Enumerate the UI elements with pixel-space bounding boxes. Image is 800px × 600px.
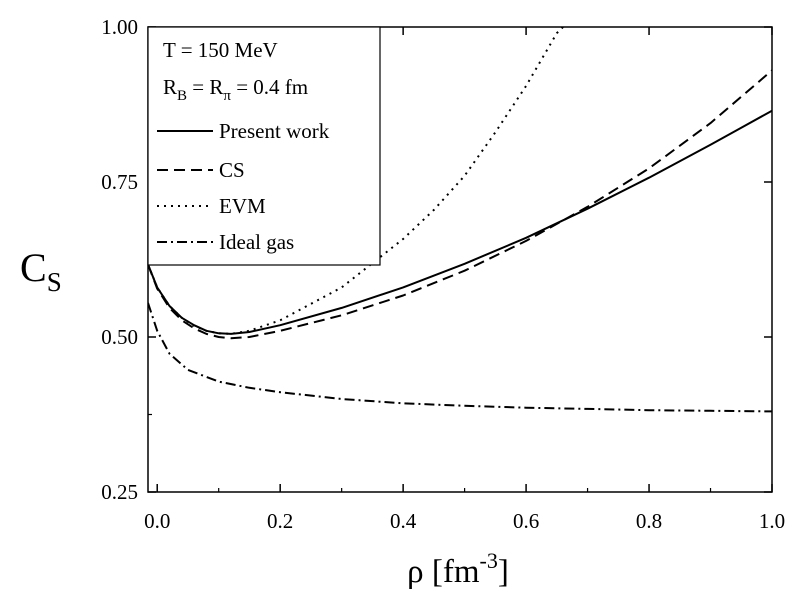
x-axis-label-sup: -3 [480,548,498,573]
legend-radius-tail: = 0.4 fm [231,75,308,99]
y-axis-label: CS [20,245,62,297]
ticks-layer: 0.0 0.2 0.4 0.6 0.8 1.0 0.25 0.50 0.75 1.00 [101,15,785,533]
x-tick-label: 0.2 [267,509,293,533]
y-tick-label: 0.75 [101,170,138,194]
x-axis-label: ρ [fm-3] [407,548,509,590]
y-axis-label-base: C [20,245,47,290]
legend-temperature: T = 150 MeV [163,38,278,62]
x-axis-label-base: ρ [fm [407,554,480,590]
y-tick-label: 0.50 [101,325,138,349]
legend-box [147,26,381,266]
legend-label-cs: CS [219,158,245,182]
series-layer [148,27,772,413]
legend-label-evm: EVM [219,194,266,218]
legend-radius: RB = Rπ = 0.4 fm [163,75,308,104]
y-tick-label: 0.25 [101,480,138,504]
series-line-present-work [148,109,772,335]
y-axis-label-sub: S [47,267,62,297]
legend-radius-sub-b: B [177,88,187,104]
legend-radius-mid: = R [187,75,223,99]
x-tick-label: 0.6 [513,509,539,533]
series-line-cs [148,69,772,340]
y-tick-label: 1.00 [101,15,138,39]
x-tick-label: 0.0 [144,509,170,533]
legend: T = 150 MeV RB = Rπ = 0.4 fm Present wor… [147,26,381,266]
legend-label-present-work: Present work [219,119,330,143]
x-tick-label: 0.8 [636,509,662,533]
x-axis-label-tail: ] [498,554,509,590]
x-tick-label: 1.0 [759,509,785,533]
legend-label-ideal-gas: Ideal gas [219,230,294,254]
legend-radius-r1: R [163,75,177,99]
legend-radius-sub-pi: π [223,88,231,104]
series-line-ideal-gas [148,302,772,413]
x-tick-label: 0.4 [390,509,417,533]
